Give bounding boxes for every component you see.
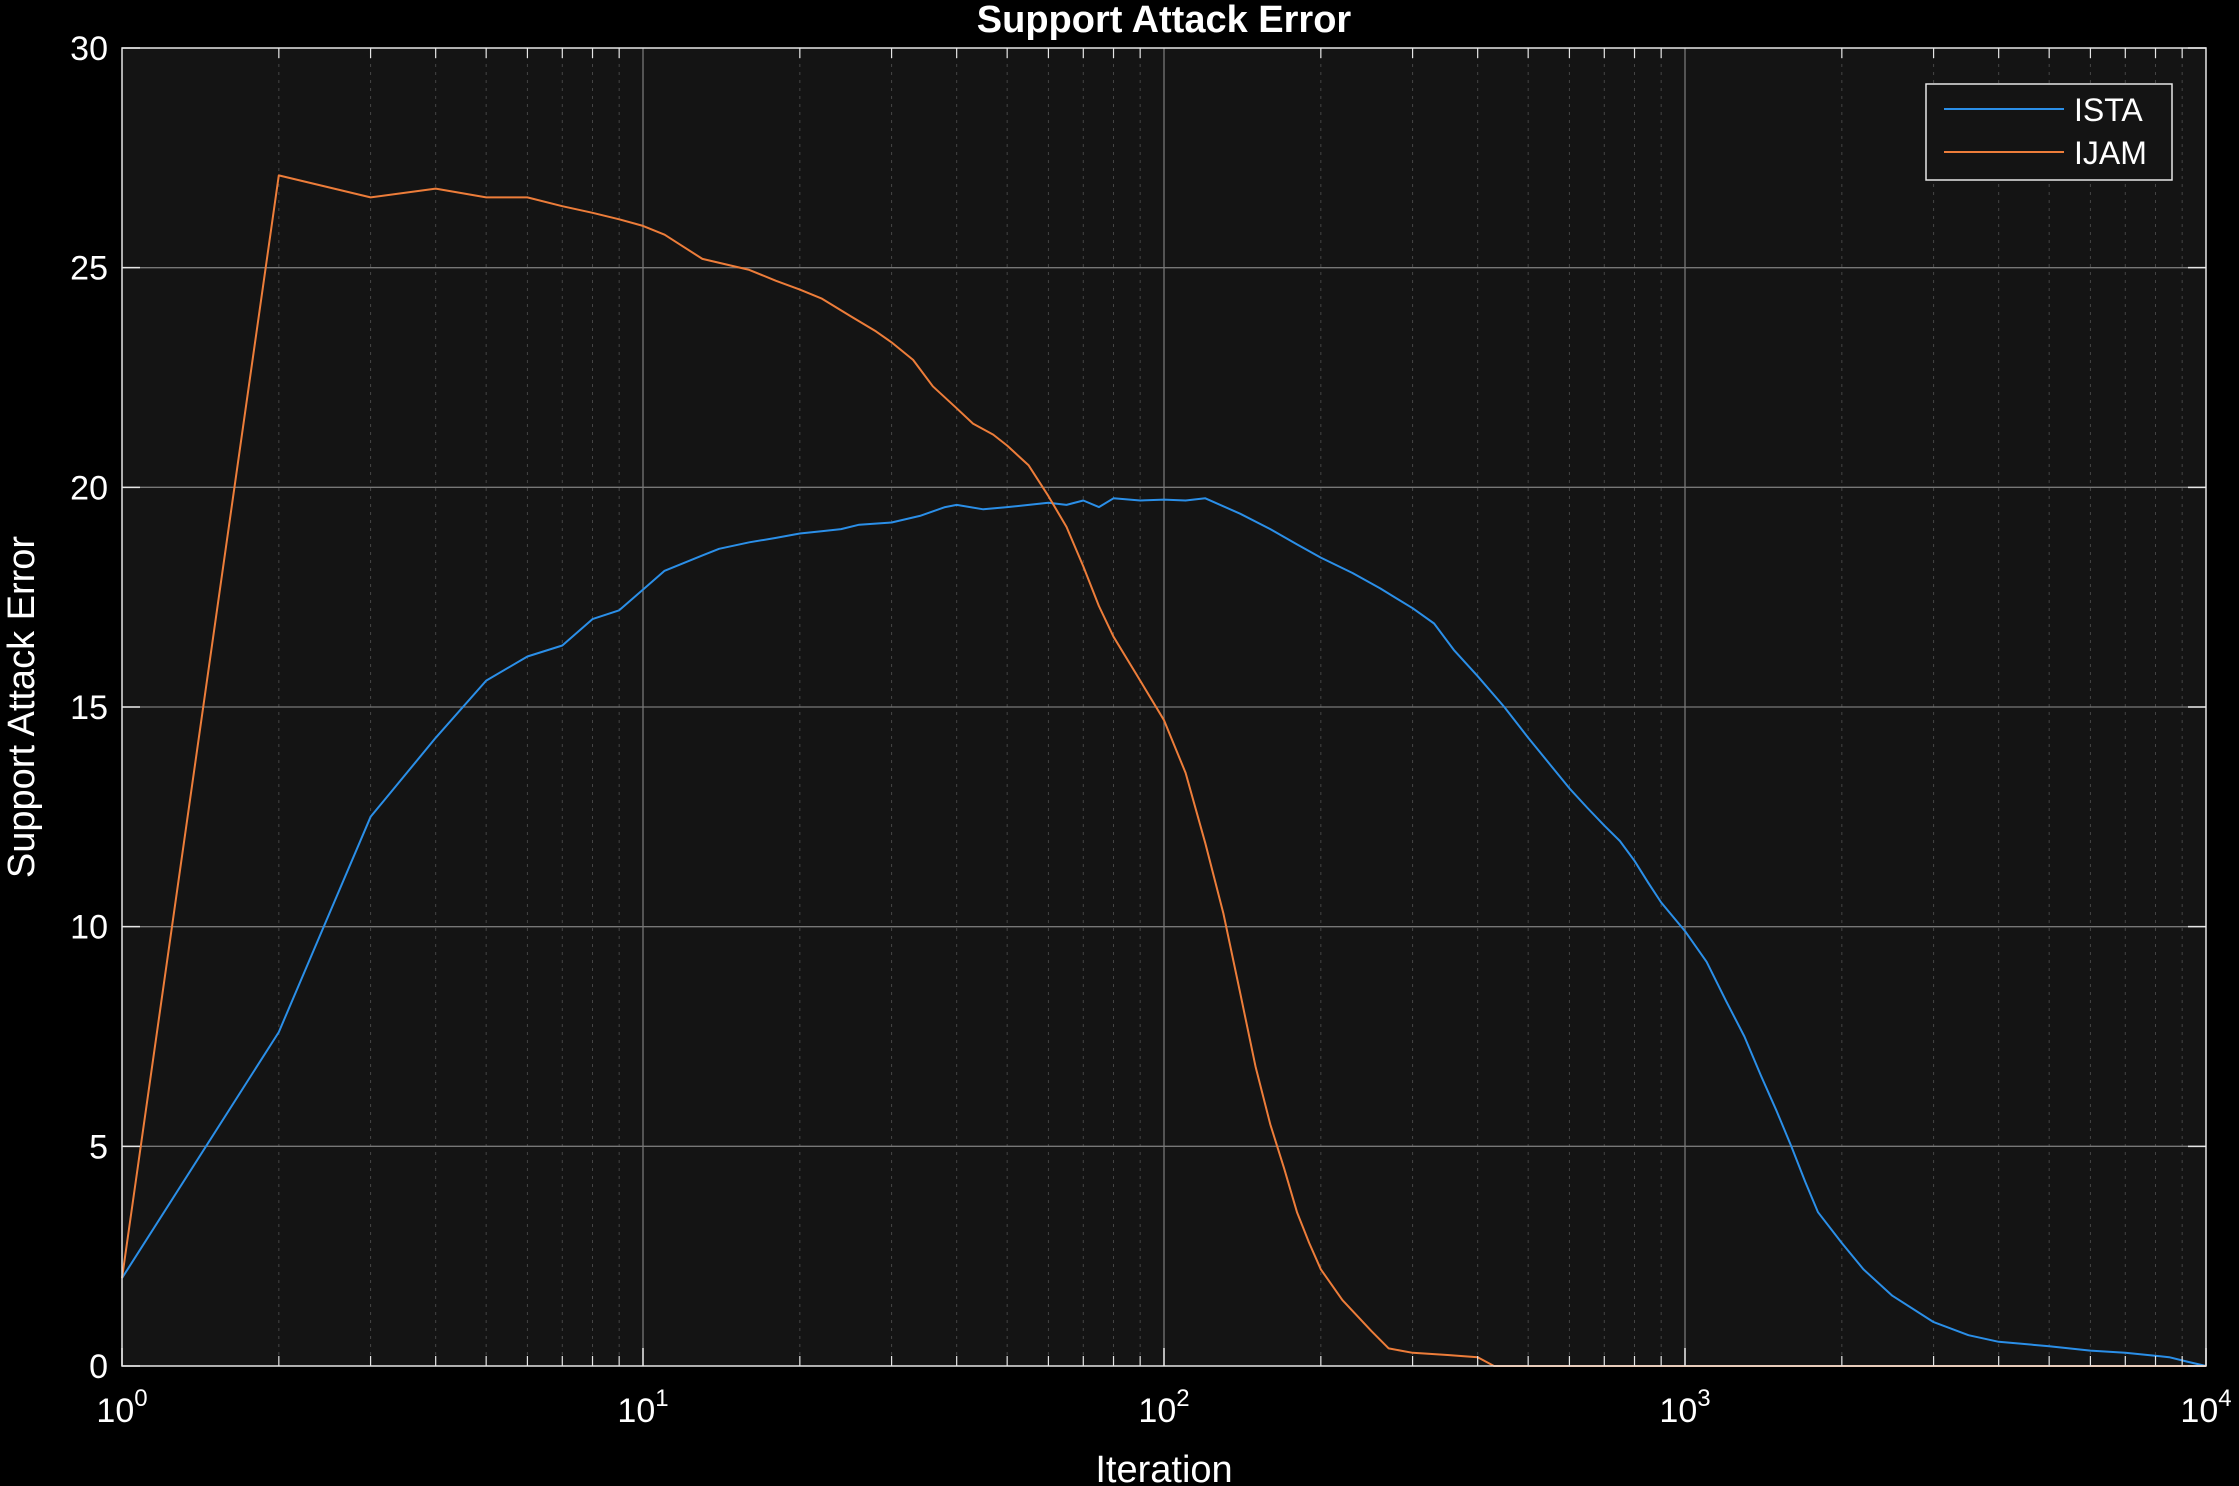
y-tick-label: 20 <box>70 469 108 507</box>
legend: ISTA IJAM <box>1925 83 2173 181</box>
chart-title: Support Attack Error <box>977 0 1352 41</box>
x-tick-label: 104 <box>2180 1385 2231 1430</box>
x-tick-label: 100 <box>96 1385 147 1430</box>
y-axis-ticks: 0 5 10 15 20 25 30 <box>70 30 2206 1386</box>
x-tick-label: 102 <box>1138 1385 1189 1430</box>
y-tick-label: 10 <box>70 909 108 947</box>
series-layer <box>121 174 2207 1367</box>
y-tick-label: 30 <box>70 30 108 68</box>
y-axis-label: Support Attack Error <box>1 536 43 878</box>
major-grid <box>122 48 2206 1366</box>
x-axis-ticks: 100 101 102 103 104 <box>96 48 2232 1430</box>
series-line-ijam <box>121 174 2206 1367</box>
legend-label-ijam: IJAM <box>2074 135 2147 171</box>
x-tick-label: 101 <box>617 1385 668 1430</box>
legend-label-ista: ISTA <box>2074 92 2143 128</box>
x-axis-label: Iteration <box>1095 1449 1232 1486</box>
series-line-ista <box>121 497 2207 1367</box>
y-tick-label: 5 <box>89 1128 108 1166</box>
y-tick-label: 25 <box>70 250 108 288</box>
y-tick-label: 0 <box>89 1348 108 1386</box>
x-tick-label: 103 <box>1659 1385 1710 1430</box>
legend-box <box>1925 83 2173 181</box>
y-tick-label: 15 <box>70 689 108 727</box>
